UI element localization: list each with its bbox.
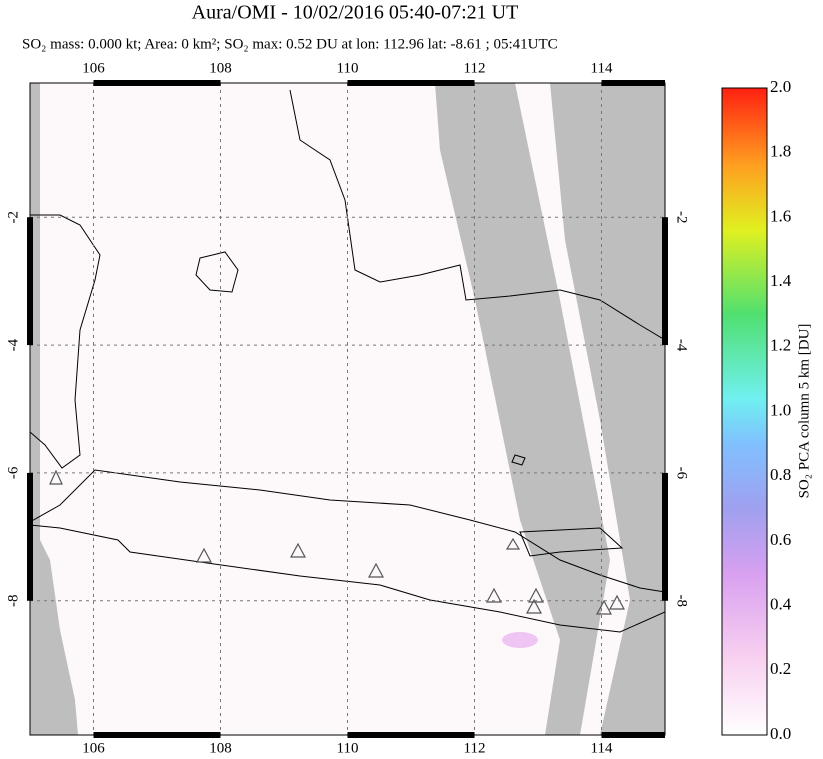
volcanoes <box>49 469 626 615</box>
y-tick-label: -6 <box>674 467 690 480</box>
x-tick-label: 108 <box>209 740 232 756</box>
subtitle: SO₂ mass: 0.000 kt; Area: 0 km²; SO₂ max… <box>22 36 558 52</box>
x-tick-label: 114 <box>591 60 613 76</box>
y-tick-label: -6 <box>5 466 21 479</box>
title: Aura/OMI - 10/02/2016 05:40-07:21 UT <box>192 2 519 24</box>
no-data <box>30 83 78 735</box>
coastlines <box>30 89 665 633</box>
map-area <box>30 83 665 735</box>
x-tick-label: 110 <box>337 740 359 756</box>
colorbar-label: SO₂ PCA column 5 km [DU] <box>796 324 812 499</box>
y-tick-label: -2 <box>674 211 690 224</box>
y-tick-label: -2 <box>5 211 21 224</box>
no-data <box>550 83 665 735</box>
x-tick-label: 114 <box>591 740 613 756</box>
grid <box>30 83 665 735</box>
y-tick-label: -8 <box>674 595 690 608</box>
y-tick-label: -4 <box>5 338 21 351</box>
colorbar-tick-label: 0.0 <box>770 724 791 743</box>
x-tick-label: 110 <box>337 60 359 76</box>
colorbar-tick-label: 1.2 <box>770 336 791 355</box>
frame-bar <box>93 732 221 738</box>
y-tick-label: -4 <box>674 339 690 352</box>
frame-bar <box>347 732 475 738</box>
colorbar-tick-label: 0.8 <box>770 465 791 484</box>
frame-bar <box>93 80 221 86</box>
axes: 106 106 108 108 110 110 112 112 114 114 -2 -2 -4 -4 -6… <box>5 60 791 756</box>
colorbar-tick-label: 2.0 <box>770 77 791 96</box>
colorbar-tick-label: 1.6 <box>770 206 791 225</box>
x-tick-label: 106 <box>82 60 105 76</box>
x-tick-label: 112 <box>464 60 486 76</box>
x-tick-label: 108 <box>209 60 232 76</box>
colorbar-tick-label: 1.4 <box>770 271 792 290</box>
colorbar-tick-label: 1.0 <box>770 400 791 419</box>
colorbar-tick-label: 0.4 <box>770 595 792 614</box>
frame-bar <box>27 217 33 346</box>
frame-bar <box>27 472 33 601</box>
colorbar-tick-label: 0.6 <box>770 530 791 549</box>
x-tick-label: 106 <box>82 740 105 756</box>
frame-bar <box>601 732 665 738</box>
x-tick-label: 112 <box>464 740 486 756</box>
colorbar-tick-label: 1.8 <box>770 142 791 161</box>
so2-patch <box>502 632 538 648</box>
no-data <box>435 83 610 735</box>
frame-bar <box>662 472 668 601</box>
colorbar-tick-label: 0.2 <box>770 659 791 678</box>
frame-bar <box>347 80 475 86</box>
frame-bar <box>662 217 668 346</box>
frame-bar <box>601 80 665 86</box>
colorbar <box>721 87 768 736</box>
y-tick-label: -8 <box>5 595 21 608</box>
